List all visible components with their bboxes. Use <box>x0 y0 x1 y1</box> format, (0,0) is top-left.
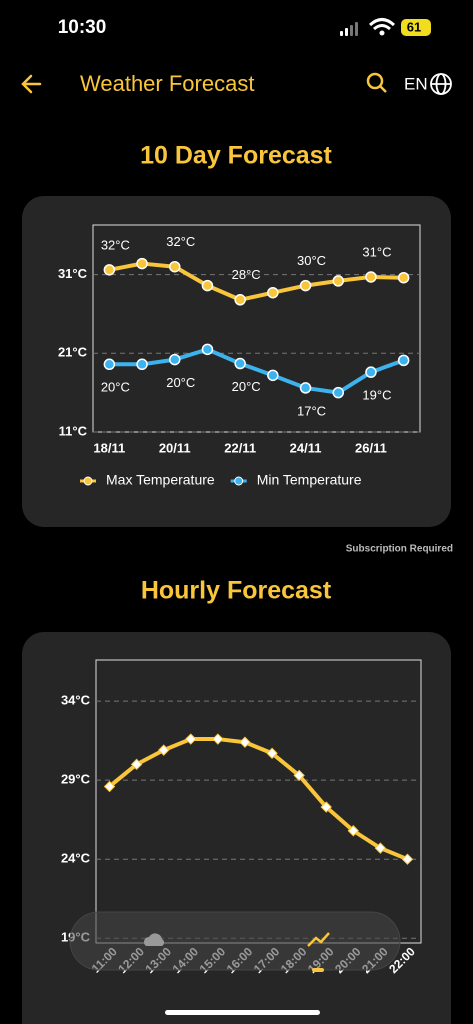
data-label: 28°C <box>232 267 261 282</box>
point <box>267 369 279 382</box>
point <box>267 286 279 299</box>
globe-icon[interactable] <box>430 73 452 95</box>
point <box>299 279 312 292</box>
data-label: 19°C <box>362 388 391 403</box>
point <box>103 780 116 793</box>
point <box>347 825 359 837</box>
point <box>293 769 305 782</box>
chart-tab[interactable] <box>307 932 330 947</box>
y-tick-label: 34°C <box>61 693 91 708</box>
y-tick-label: 29°C <box>61 772 91 787</box>
point <box>397 271 410 284</box>
x-tick-label: 18/11 <box>93 440 125 455</box>
status-time: 10:30 <box>58 17 107 38</box>
point <box>365 366 377 378</box>
wifi-icon <box>368 18 396 31</box>
point <box>239 736 251 748</box>
subscription-note: Subscription Required <box>346 544 453 555</box>
legend-label: Max Temperature <box>106 472 215 488</box>
x-tick-label: 24/11 <box>290 440 322 455</box>
point <box>397 354 410 367</box>
x-tick-label: 20/11 <box>159 440 191 455</box>
point <box>136 257 148 270</box>
point <box>234 294 246 306</box>
point <box>299 382 312 394</box>
point <box>103 264 116 276</box>
point <box>103 358 116 371</box>
line <box>109 347 405 395</box>
data-label: 32°C <box>166 234 195 249</box>
point <box>365 271 377 283</box>
search-button[interactable] <box>366 72 387 93</box>
legend-marker <box>234 476 244 486</box>
data-label: 31°C <box>362 244 391 259</box>
legend-marker <box>83 476 93 486</box>
point <box>169 260 181 273</box>
y-tick-label: 24°C <box>61 851 91 866</box>
data-label: 20°C <box>232 379 261 394</box>
y-tick-label: 21°C <box>58 345 88 360</box>
x-tick-label: 22/11 <box>224 440 256 455</box>
y-tick-label: 11°C <box>59 423 88 438</box>
point <box>332 386 344 399</box>
home-indicator <box>165 1010 320 1015</box>
data-label: 30°C <box>297 253 326 268</box>
battery-level: 61 <box>407 19 421 34</box>
data-label: 20°C <box>166 375 195 390</box>
point <box>212 733 224 745</box>
weather-tab[interactable] <box>144 933 165 946</box>
data-label: 20°C <box>101 380 130 395</box>
battery-icon <box>401 19 431 36</box>
point <box>266 747 278 759</box>
line <box>108 261 404 302</box>
point <box>130 758 143 771</box>
point <box>374 842 387 854</box>
point <box>136 358 148 371</box>
data-label: 32°C <box>101 237 130 252</box>
point <box>332 275 344 287</box>
header-title: Weather Forecast <box>80 71 254 96</box>
section-title: Hourly Forecast <box>141 577 332 605</box>
point <box>234 357 246 370</box>
language-button[interactable]: EN <box>404 74 428 93</box>
tab-indicator <box>312 968 324 972</box>
point <box>201 279 214 292</box>
point <box>201 343 214 356</box>
point <box>401 853 414 865</box>
line <box>108 737 409 862</box>
data-label: 17°C <box>297 403 326 418</box>
wifi-dot <box>379 30 385 36</box>
back-button[interactable] <box>21 74 42 94</box>
x-tick-label: 26/11 <box>355 440 387 455</box>
section-title: 10 Day Forecast <box>140 142 332 170</box>
point <box>320 801 332 813</box>
y-tick-label: 31°C <box>58 266 88 281</box>
point <box>169 353 181 366</box>
signal-icon <box>340 22 358 36</box>
point <box>158 744 170 756</box>
legend-label: Min Temperature <box>257 472 362 488</box>
floating-nav <box>69 911 401 971</box>
point <box>185 733 197 745</box>
